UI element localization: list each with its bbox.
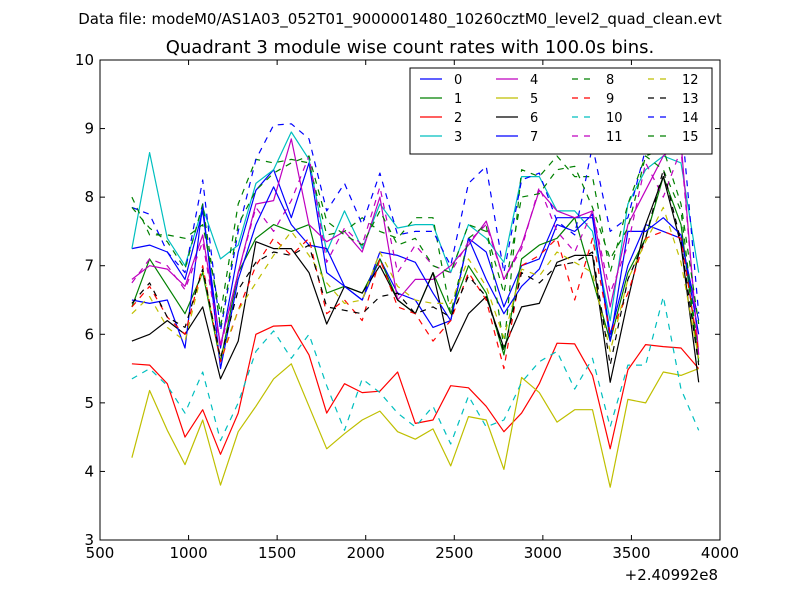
series-line-15 xyxy=(131,148,700,328)
series-line-11 xyxy=(131,148,700,355)
legend-label-13: 13 xyxy=(682,92,699,107)
x-tick-label: 1000 xyxy=(169,544,207,562)
series-line-9 xyxy=(131,230,700,370)
legend-label-14: 14 xyxy=(682,111,699,126)
y-tick-label: 10 xyxy=(75,51,94,69)
legend-label-15: 15 xyxy=(682,130,699,145)
legend-label-2: 2 xyxy=(454,111,462,126)
series-layer xyxy=(131,114,700,488)
legend-label-8: 8 xyxy=(606,73,614,88)
x-offset-label: +2.40992e8 xyxy=(625,566,718,584)
x-tick-label: 500 xyxy=(86,544,115,562)
series-line-14 xyxy=(131,114,700,332)
legend-label-5: 5 xyxy=(530,92,538,107)
legend-label-7: 7 xyxy=(530,130,538,145)
legend-label-11: 11 xyxy=(606,130,623,145)
legend-label-0: 0 xyxy=(454,73,462,88)
legend-label-9: 9 xyxy=(606,92,614,107)
chart-title: Quadrant 3 module wise count rates with … xyxy=(166,37,655,58)
chart-suptitle: Data file: modeM0/AS1A03_052T01_90000014… xyxy=(78,10,722,29)
x-tick-label: 3000 xyxy=(524,544,562,562)
x-tick-label: 1500 xyxy=(258,544,296,562)
y-tick-label: 9 xyxy=(84,120,94,138)
y-tick-label: 3 xyxy=(84,531,94,549)
x-tick-label: 2500 xyxy=(435,544,473,562)
series-line-2 xyxy=(131,324,700,455)
y-tick-label: 7 xyxy=(84,257,94,275)
legend-box xyxy=(409,67,713,155)
y-tick-label: 5 xyxy=(84,394,94,412)
legend-label-10: 10 xyxy=(606,111,623,126)
legend-label-4: 4 xyxy=(530,73,538,88)
series-line-12 xyxy=(131,206,700,359)
y-tick-label: 6 xyxy=(84,325,94,343)
x-tick-label: 3500 xyxy=(612,544,650,562)
series-line-3 xyxy=(131,131,700,322)
legend-label-6: 6 xyxy=(530,111,538,126)
x-tick-label: 4000 xyxy=(701,544,739,562)
legend-label-3: 3 xyxy=(454,130,462,145)
series-line-7 xyxy=(131,186,700,370)
plot-frame xyxy=(99,59,721,541)
legend-label-12: 12 xyxy=(682,73,699,88)
series-line-5 xyxy=(131,363,699,488)
series-line-10 xyxy=(131,296,700,445)
y-tick-label: 4 xyxy=(84,462,94,480)
legend-label-1: 1 xyxy=(454,92,462,107)
y-tick-label: 8 xyxy=(84,188,94,206)
x-tick-label: 2000 xyxy=(347,544,385,562)
